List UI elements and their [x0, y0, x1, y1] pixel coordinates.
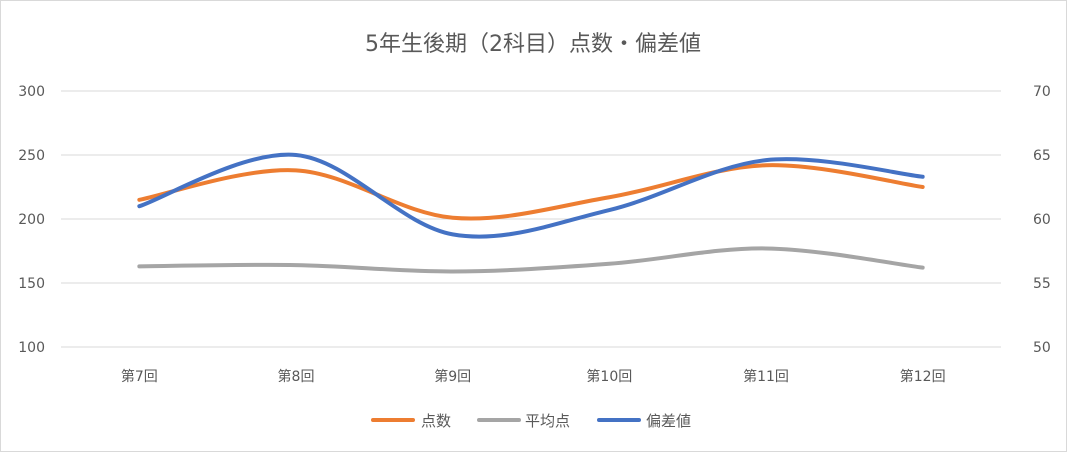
- x-axis-tick-label: 第8回: [278, 368, 315, 385]
- right-axis-tick-label: 65: [1033, 148, 1051, 164]
- data-point: [607, 195, 611, 199]
- series-line-偏差値: [137, 152, 925, 239]
- x-axis-tick-label: 第12回: [900, 368, 946, 385]
- data-point: [451, 232, 455, 236]
- right-axis-tick-label: 50: [1033, 340, 1051, 356]
- data-point: [294, 168, 298, 172]
- x-axis-tick-label: 第9回: [434, 368, 471, 385]
- series-line-点数: [137, 163, 925, 221]
- legend-label: 平均点: [525, 412, 570, 430]
- chart-title: 5年生後期（2科目）点数・偏差値: [365, 32, 701, 57]
- legend-label: 偏差値: [646, 412, 691, 430]
- left-axis-tick-label: 250: [18, 148, 45, 164]
- x-axis-labels: 第7回 第8回 第9回 第10回 第11回 第12回: [121, 368, 946, 385]
- data-point: [294, 263, 298, 267]
- right-axis-labels: 50 55 60 65 70: [1033, 84, 1051, 356]
- data-point: [921, 185, 925, 189]
- data-point: [764, 163, 768, 167]
- legend: 点数 平均点 偏差値: [371, 412, 691, 430]
- data-point: [921, 175, 925, 179]
- left-axis-tick-label: 200: [18, 212, 45, 228]
- x-axis-tick-label: 第10回: [586, 368, 632, 385]
- left-axis-tick-label: 300: [18, 84, 45, 100]
- series-lines: [137, 152, 925, 274]
- data-point: [607, 208, 611, 212]
- right-axis-tick-label: 55: [1033, 276, 1051, 292]
- data-point: [451, 216, 455, 220]
- left-axis-labels: 100 150 200 250 300: [18, 84, 45, 356]
- series-line-平均点: [137, 246, 925, 274]
- left-axis-tick-label: 150: [18, 276, 45, 292]
- right-axis-tick-label: 70: [1033, 84, 1051, 100]
- data-point: [137, 264, 141, 268]
- data-point: [921, 266, 925, 270]
- data-point: [451, 269, 455, 273]
- legend-label: 点数: [421, 412, 451, 430]
- data-point: [137, 204, 141, 208]
- data-point: [764, 246, 768, 250]
- x-axis-tick-label: 第11回: [743, 368, 789, 385]
- right-axis-tick-label: 60: [1033, 212, 1051, 228]
- data-point: [294, 153, 298, 157]
- data-point: [607, 262, 611, 266]
- x-axis-tick-label: 第7回: [121, 368, 158, 385]
- data-point: [137, 198, 141, 202]
- gridlines: [61, 90, 1001, 348]
- left-axis-tick-label: 100: [18, 340, 45, 356]
- data-point: [764, 158, 768, 162]
